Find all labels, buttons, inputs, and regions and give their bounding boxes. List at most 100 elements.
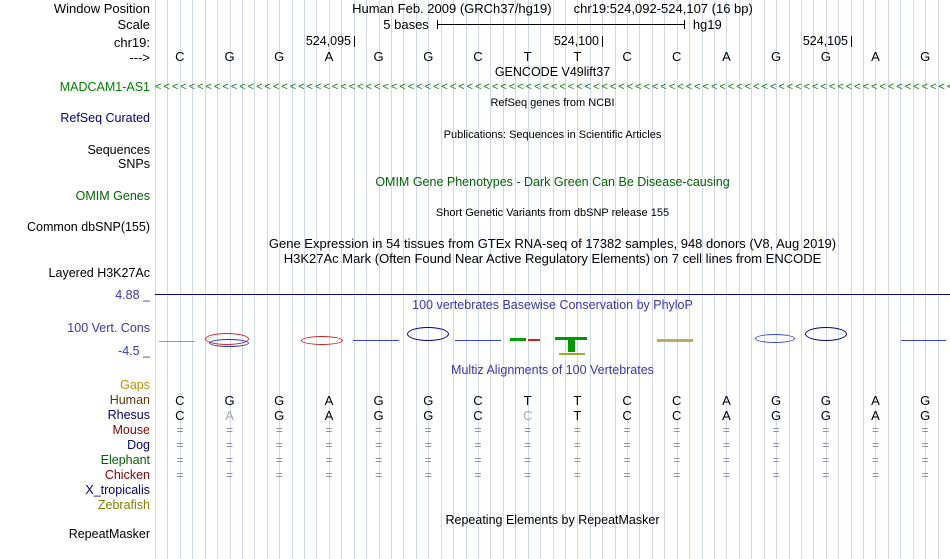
alignment-base: C (175, 393, 185, 408)
grid-line (428, 0, 429, 559)
omim-genes-label[interactable]: OMIM Genes (75, 189, 150, 203)
refseq-curated-label[interactable]: RefSeq Curated (60, 111, 150, 125)
alignment-base: = (722, 438, 730, 452)
alignment-base: = (524, 468, 532, 482)
alignment-base: C (473, 393, 483, 408)
alignment-base: G (920, 393, 931, 408)
base-letter: C (672, 49, 682, 64)
grid-line (925, 0, 926, 559)
multiz-track-title[interactable]: Multiz Alignments of 100 Vertebrates (451, 363, 654, 377)
alignment-row-human: Human C G G A G G C T T C C A G G A G (0, 393, 950, 408)
alignment-base: A (722, 408, 731, 423)
grid-line (801, 0, 802, 559)
alignment-base: = (424, 468, 432, 482)
grid-line (838, 0, 839, 559)
alignment-base: = (772, 453, 780, 467)
alignment-row-dog: Dog = = = = = = = = = = = = = = = = (0, 438, 950, 453)
conservation-track-title[interactable]: 100 vertebrates Basewise Conservation by… (412, 298, 693, 312)
alignment-base: C (522, 408, 533, 423)
base-letter: A (722, 49, 731, 64)
alignment-row-x_tropicalis: X_tropicalis (0, 483, 950, 498)
species-label-gaps[interactable]: Gaps (120, 378, 150, 392)
grid-line (528, 0, 529, 559)
alignment-base: G (423, 408, 434, 423)
grid-line (714, 0, 715, 559)
alignment-base: = (375, 438, 383, 452)
grid-line (490, 0, 491, 559)
snps-label[interactable]: SNPs (118, 157, 150, 171)
grid-line (751, 0, 752, 559)
alignment-base: G (373, 393, 384, 408)
grid-line (726, 0, 727, 559)
grid-line (590, 0, 591, 559)
alignment-row-zebrafish: Zebrafish (0, 498, 950, 513)
alignment-base: = (822, 453, 830, 467)
species-label-elephant[interactable]: Elephant (100, 453, 150, 467)
base-letter: G (373, 49, 384, 64)
base-letter: G (820, 49, 831, 64)
conservation-track-topline (155, 294, 950, 295)
grid-line (577, 0, 578, 559)
alignment-base: = (474, 453, 482, 467)
species-label-chicken[interactable]: Chicken (104, 468, 150, 482)
alignment-base: G (423, 393, 434, 408)
gencode-track-title[interactable]: GENCODE V49lift37 (494, 65, 611, 79)
alignment-base: = (325, 453, 333, 467)
grid-line (304, 0, 305, 559)
base-letter: C (622, 49, 632, 64)
alignment-base: = (226, 468, 234, 482)
alignment-base: = (921, 438, 929, 452)
ruler-tick-mark (602, 36, 603, 47)
grid-line (702, 0, 703, 559)
gtex-track-title[interactable]: Gene Expression in 54 tissues from GTEx … (268, 236, 837, 251)
gene-label[interactable]: MADCAM1-AS1 (59, 80, 150, 94)
grid-line (205, 0, 206, 559)
dbsnp-label[interactable]: Common dbSNP(155) (27, 220, 150, 234)
alignment-base: = (474, 423, 482, 437)
alignment-base: = (871, 468, 879, 482)
alignment-base: A (871, 408, 880, 423)
publications-track-title[interactable]: Publications: Sequences in Scientific Ar… (443, 129, 662, 141)
species-label-dog[interactable]: Dog (127, 438, 150, 452)
alignment-base: = (921, 453, 929, 467)
grid-line (776, 0, 777, 559)
alignment-base: A (871, 393, 880, 408)
alignment-base: = (623, 423, 631, 437)
base-letter: A (871, 49, 880, 64)
alignment-base: = (375, 423, 383, 437)
repeatmasker-label[interactable]: RepeatMasker (68, 527, 150, 541)
grid-line (639, 0, 640, 559)
alignment-base: T (573, 408, 582, 423)
refseq-track-title[interactable]: RefSeq genes from NCBI (490, 97, 615, 109)
alignment-base: = (822, 468, 830, 482)
conservation-label[interactable]: 100 Vert. Cons (67, 321, 150, 335)
alignment-base: A (225, 408, 234, 423)
h3k27ac-label[interactable]: Layered H3K27Ac (48, 266, 150, 280)
species-label-mouse[interactable]: Mouse (112, 423, 150, 437)
scale-assembly-text: hg19 (692, 16, 722, 32)
alignment-base: = (673, 453, 681, 467)
gene-direction-line[interactable]: <<<<<<<<<<<<<<<<<<<<<<<<<<<<<<<<<<<<<<<<… (155, 81, 950, 93)
alignment-base: = (871, 438, 879, 452)
sequences-label[interactable]: Sequences (87, 143, 150, 157)
grid-line (813, 0, 814, 559)
grid-line (627, 0, 628, 559)
alignment-base: C (622, 408, 632, 423)
species-label-rhesus[interactable]: Rhesus (107, 408, 150, 422)
ruler-tick-label: 524,105 (802, 34, 848, 48)
base-letter: G (920, 49, 931, 64)
species-label-x_tropicalis[interactable]: X_tropicalis (85, 483, 150, 497)
grid-line (615, 0, 616, 559)
species-label-human[interactable]: Human (109, 393, 150, 407)
alignment-base: G (274, 393, 285, 408)
alignment-base: C (622, 393, 632, 408)
species-label-zebrafish[interactable]: Zebrafish (97, 498, 150, 512)
alignment-base: = (474, 438, 482, 452)
h3k27ac-track-title[interactable]: H3K27Ac Mark (Often Found Near Active Re… (283, 251, 822, 266)
dbsnp-track-title[interactable]: Short Genetic Variants from dbSNP releas… (435, 207, 670, 219)
omim-track-title[interactable]: OMIM Gene Phenotypes - Dark Green Can Be… (375, 175, 730, 189)
repeatmasker-track-title[interactable]: Repeating Elements by RepeatMasker (445, 513, 660, 527)
alignment-base: = (673, 423, 681, 437)
